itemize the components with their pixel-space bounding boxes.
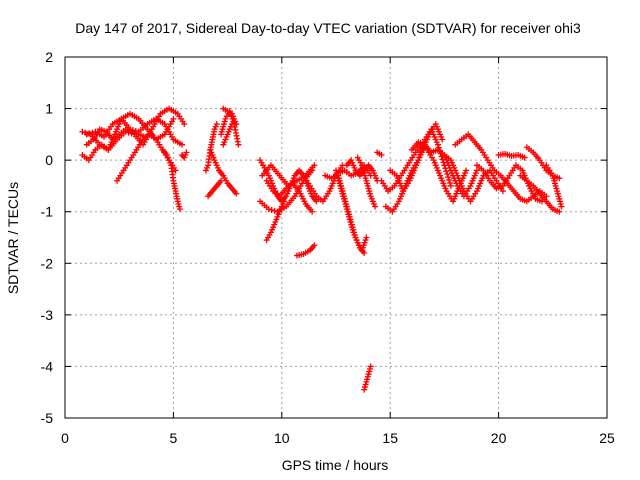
data-point-marker [235,141,242,148]
data-points [79,105,565,393]
y-tick-label: -5 [41,410,54,426]
y-tick-label: 2 [45,49,53,65]
x-tick-label: 0 [61,430,69,446]
x-tick-label: 5 [170,430,178,446]
data-point-marker [363,234,370,241]
data-point-marker [311,162,318,169]
data-point-marker [89,129,96,136]
data-point-marker [79,128,86,135]
x-axis-ticks: 0 5 10 15 20 25 [61,57,615,446]
data-point-marker [372,203,379,210]
data-point-marker [444,171,451,178]
data-point-marker [218,177,225,184]
data-point-marker [378,151,385,158]
data-point-marker [447,182,454,189]
data-point-marker [181,121,188,128]
data-point-marker [179,141,186,148]
y-tick-label: -1 [41,204,54,220]
data-point-marker [556,175,563,182]
chart-title: Day 147 of 2017, Sidereal Day-to-day VTE… [75,20,581,36]
y-axis-label: SDTVAR / TECUs [5,182,21,294]
data-point-marker [271,207,278,214]
data-point-marker [309,208,316,215]
data-point-marker [473,167,480,174]
data-point-marker [228,121,235,128]
x-tick-label: 25 [599,430,615,446]
y-tick-label: 1 [45,101,53,117]
y-tick-label: -3 [41,307,54,323]
x-tick-label: 15 [382,430,398,446]
x-axis-label: GPS time / hours [282,457,389,473]
data-point-marker [434,141,441,148]
x-tick-label: 10 [274,430,290,446]
data-point-marker [439,136,446,143]
data-point-marker [361,249,368,256]
data-point-marker [280,198,287,205]
data-point-marker [313,198,320,205]
data-point-marker [268,206,275,213]
data-point-marker [86,130,93,137]
y-tick-label: 0 [45,152,53,168]
grid-lines [65,57,607,418]
data-point-marker [176,206,183,213]
data-point-marker [499,188,506,195]
y-axis-ticks: 2 1 0 -1 -2 -3 -4 -5 [41,49,607,426]
data-point-marker [83,131,90,138]
data-point-marker [172,167,179,174]
data-point-marker [443,168,450,175]
data-point-marker [367,363,374,370]
data-point-marker [233,190,240,197]
data-point-marker [213,121,220,128]
data-point-marker [311,242,318,249]
plot-frame [64,56,608,419]
data-point-marker [521,154,528,161]
y-tick-label: -4 [41,358,54,374]
data-point-marker [170,115,177,122]
data-point-marker [556,208,563,215]
data-point-marker [265,206,272,213]
y-tick-label: -2 [41,255,54,271]
data-point-marker [463,167,470,174]
data-point-marker [183,149,190,156]
data-point-marker [445,174,452,181]
data-point-marker [446,177,453,184]
x-tick-label: 20 [491,430,507,446]
data-point-marker [446,179,453,186]
data-point-marker [558,203,565,210]
